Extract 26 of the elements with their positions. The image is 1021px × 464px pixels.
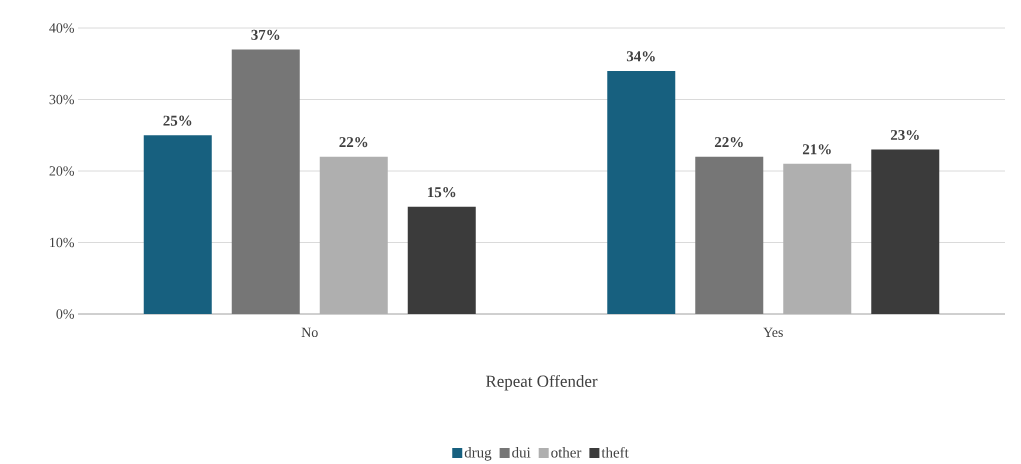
bar (407, 206, 476, 314)
y-tick-label: 10% (50, 237, 74, 248)
legend-label: theft (601, 446, 629, 458)
data-label: 22% (714, 137, 743, 148)
data-label: 21% (802, 144, 831, 155)
legend-label: dui (512, 447, 531, 458)
x-tick-label: No (301, 327, 318, 338)
bar (143, 135, 212, 314)
data-label: 25% (163, 115, 192, 126)
x-tick-label: Yes (763, 327, 783, 338)
data-label: 15% (428, 187, 456, 198)
data-label: 23% (890, 129, 919, 141)
bar (695, 156, 764, 314)
y-tick-label: 40% (49, 23, 74, 33)
data-label: 34% (626, 51, 655, 62)
legend-label: other (551, 447, 582, 458)
bar (607, 70, 676, 314)
y-tick-label: 30% (49, 94, 74, 105)
y-tick-label: 0% (56, 309, 74, 319)
data-label: 37% (251, 29, 280, 40)
bar (871, 149, 940, 314)
legend-label: drug (464, 447, 492, 461)
bar (231, 49, 300, 314)
x-axis-title: Repeat Offender (485, 374, 598, 391)
data-label: 22% (339, 137, 368, 148)
y-tick-label: 20% (49, 166, 74, 176)
